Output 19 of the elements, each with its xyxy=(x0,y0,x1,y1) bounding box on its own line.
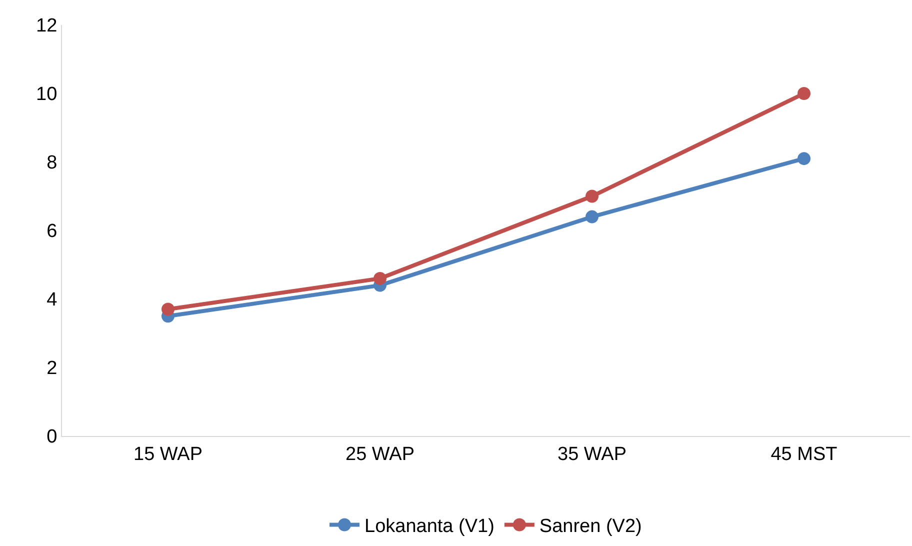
y-tick-label: 10 xyxy=(36,84,58,106)
x-tick-label: 25 WAP xyxy=(346,444,414,465)
y-tick-label: 4 xyxy=(46,290,58,311)
y-tick-label: 2 xyxy=(46,358,58,380)
point xyxy=(374,272,386,285)
y-tick-label: 6 xyxy=(46,221,58,242)
point xyxy=(798,87,810,100)
y-tick-label: 0 xyxy=(46,426,58,448)
legend-label: Lokananta (V1) xyxy=(364,516,494,538)
y-tick-label: 12 xyxy=(36,16,58,37)
x-tick-label: 15 WAP xyxy=(134,444,202,465)
x-tick-label: 45 MST xyxy=(770,444,838,465)
y-tick-label: 8 xyxy=(46,152,58,174)
point xyxy=(798,152,810,166)
legend-label: Sanren (V2) xyxy=(539,516,642,538)
point xyxy=(586,210,598,224)
x-tick-label: 35 WAP xyxy=(558,444,626,465)
point xyxy=(586,190,598,203)
point xyxy=(162,302,174,316)
